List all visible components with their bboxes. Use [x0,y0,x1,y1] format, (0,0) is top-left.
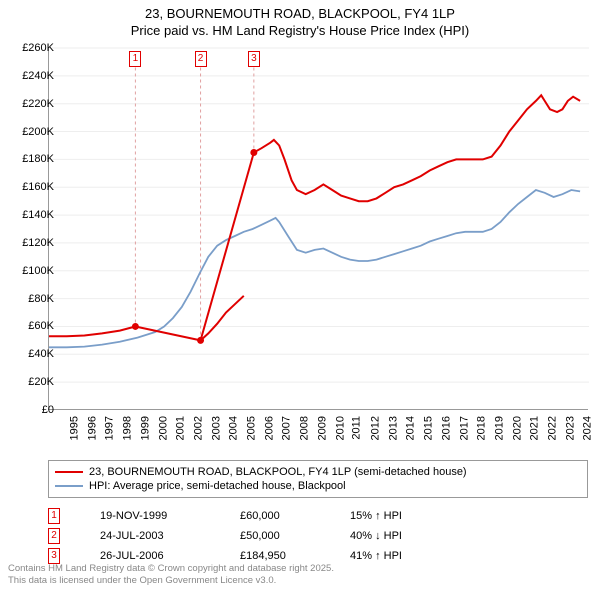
x-axis-label: 2022 [547,416,559,440]
sale-date: 24-JUL-2003 [100,530,200,542]
x-axis-label: 2013 [387,416,399,440]
legend-label-1: 23, BOURNEMOUTH ROAD, BLACKPOOL, FY4 1LP… [89,466,467,478]
sales-table: 1 19-NOV-1999 £60,000 15% ↑ HPI 2 24-JUL… [48,506,588,566]
y-axis-label: £200K [4,126,54,138]
sale-row: 1 19-NOV-1999 £60,000 15% ↑ HPI [48,506,588,526]
sale-point-icon [250,149,257,156]
legend-row: HPI: Average price, semi-detached house,… [55,479,581,493]
x-axis-label: 2017 [458,416,470,440]
title-line-2: Price paid vs. HM Land Registry's House … [0,23,600,40]
legend-swatch-2 [55,485,83,487]
sale-marker-icon: 1 [48,508,60,524]
y-axis-label: £240K [4,70,54,82]
series-hpi [49,190,580,347]
sale-price: £184,950 [240,550,310,562]
x-axis-label: 1996 [86,416,98,440]
sale-price: £50,000 [240,530,310,542]
x-axis-label: 2003 [210,416,222,440]
x-axis-label: 2016 [440,416,452,440]
y-axis-label: £120K [4,237,54,249]
y-axis-label: £80K [4,293,54,305]
series-price-paid [254,95,580,201]
x-axis-label: 1995 [68,416,80,440]
title-block: 23, BOURNEMOUTH ROAD, BLACKPOOL, FY4 1LP… [0,0,600,40]
x-axis-label: 2024 [582,416,594,440]
y-axis-label: £0 [4,404,54,416]
x-axis-label: 2015 [423,416,435,440]
x-axis-label: 2021 [529,416,541,440]
x-axis-label: 2012 [369,416,381,440]
sale-price: £60,000 [240,510,310,522]
sale-marker-icon: 3 [48,548,60,564]
sale-date: 26-JUL-2006 [100,550,200,562]
chart-plot-area: 1 2 3 [48,48,588,410]
sale-delta: 15% ↑ HPI [350,510,440,522]
footer-line-2: This data is licensed under the Open Gov… [8,575,334,586]
x-axis-label: 2009 [316,416,328,440]
y-axis-label: £40K [4,348,54,360]
sale-point-icon [132,323,139,330]
series-price-paid [49,327,135,337]
x-axis-label: 2006 [263,416,275,440]
sale-connector [135,326,200,340]
x-axis-label: 2007 [281,416,293,440]
legend-row: 23, BOURNEMOUTH ROAD, BLACKPOOL, FY4 1LP… [55,465,581,479]
x-axis-label: 2008 [299,416,311,440]
x-axis-label: 1998 [122,416,134,440]
x-axis-label: 2002 [192,416,204,440]
x-axis-label: 2001 [175,416,187,440]
y-axis-label: £140K [4,209,54,221]
x-axis-label: 2023 [564,416,576,440]
x-axis-label: 1997 [104,416,116,440]
x-axis-label: 2014 [405,416,417,440]
legend-swatch-1 [55,471,83,473]
x-axis-label: 2000 [157,416,169,440]
sale-marker-icon: 2 [195,51,207,67]
footer-line-1: Contains HM Land Registry data © Crown c… [8,563,334,574]
chart-container: 23, BOURNEMOUTH ROAD, BLACKPOOL, FY4 1LP… [0,0,600,590]
x-axis-label: 2011 [351,416,363,440]
x-axis-label: 2020 [511,416,523,440]
x-axis-label: 2005 [246,416,258,440]
y-axis-label: £20K [4,376,54,388]
x-axis-label: 2004 [228,416,240,440]
y-axis-label: £60K [4,320,54,332]
y-axis-label: £100K [4,265,54,277]
x-axis-label: 1999 [139,416,151,440]
sale-delta: 40% ↓ HPI [350,530,440,542]
sale-marker-icon: 3 [248,51,260,67]
sale-row: 2 24-JUL-2003 £50,000 40% ↓ HPI [48,526,588,546]
footer-attribution: Contains HM Land Registry data © Crown c… [8,563,334,586]
sale-marker-icon: 1 [129,51,141,67]
title-line-1: 23, BOURNEMOUTH ROAD, BLACKPOOL, FY4 1LP [0,6,600,23]
x-axis-label: 2018 [476,416,488,440]
legend: 23, BOURNEMOUTH ROAD, BLACKPOOL, FY4 1LP… [48,460,588,498]
y-axis-label: £180K [4,153,54,165]
chart-svg [49,48,589,410]
sale-date: 19-NOV-1999 [100,510,200,522]
y-axis-label: £220K [4,98,54,110]
y-axis-label: £260K [4,42,54,54]
legend-label-2: HPI: Average price, semi-detached house,… [89,480,346,492]
x-axis-label: 2010 [334,416,346,440]
sale-delta: 41% ↑ HPI [350,550,440,562]
sale-point-icon [197,337,204,344]
y-axis-label: £160K [4,181,54,193]
x-axis-label: 2019 [493,416,505,440]
sale-marker-icon: 2 [48,528,60,544]
